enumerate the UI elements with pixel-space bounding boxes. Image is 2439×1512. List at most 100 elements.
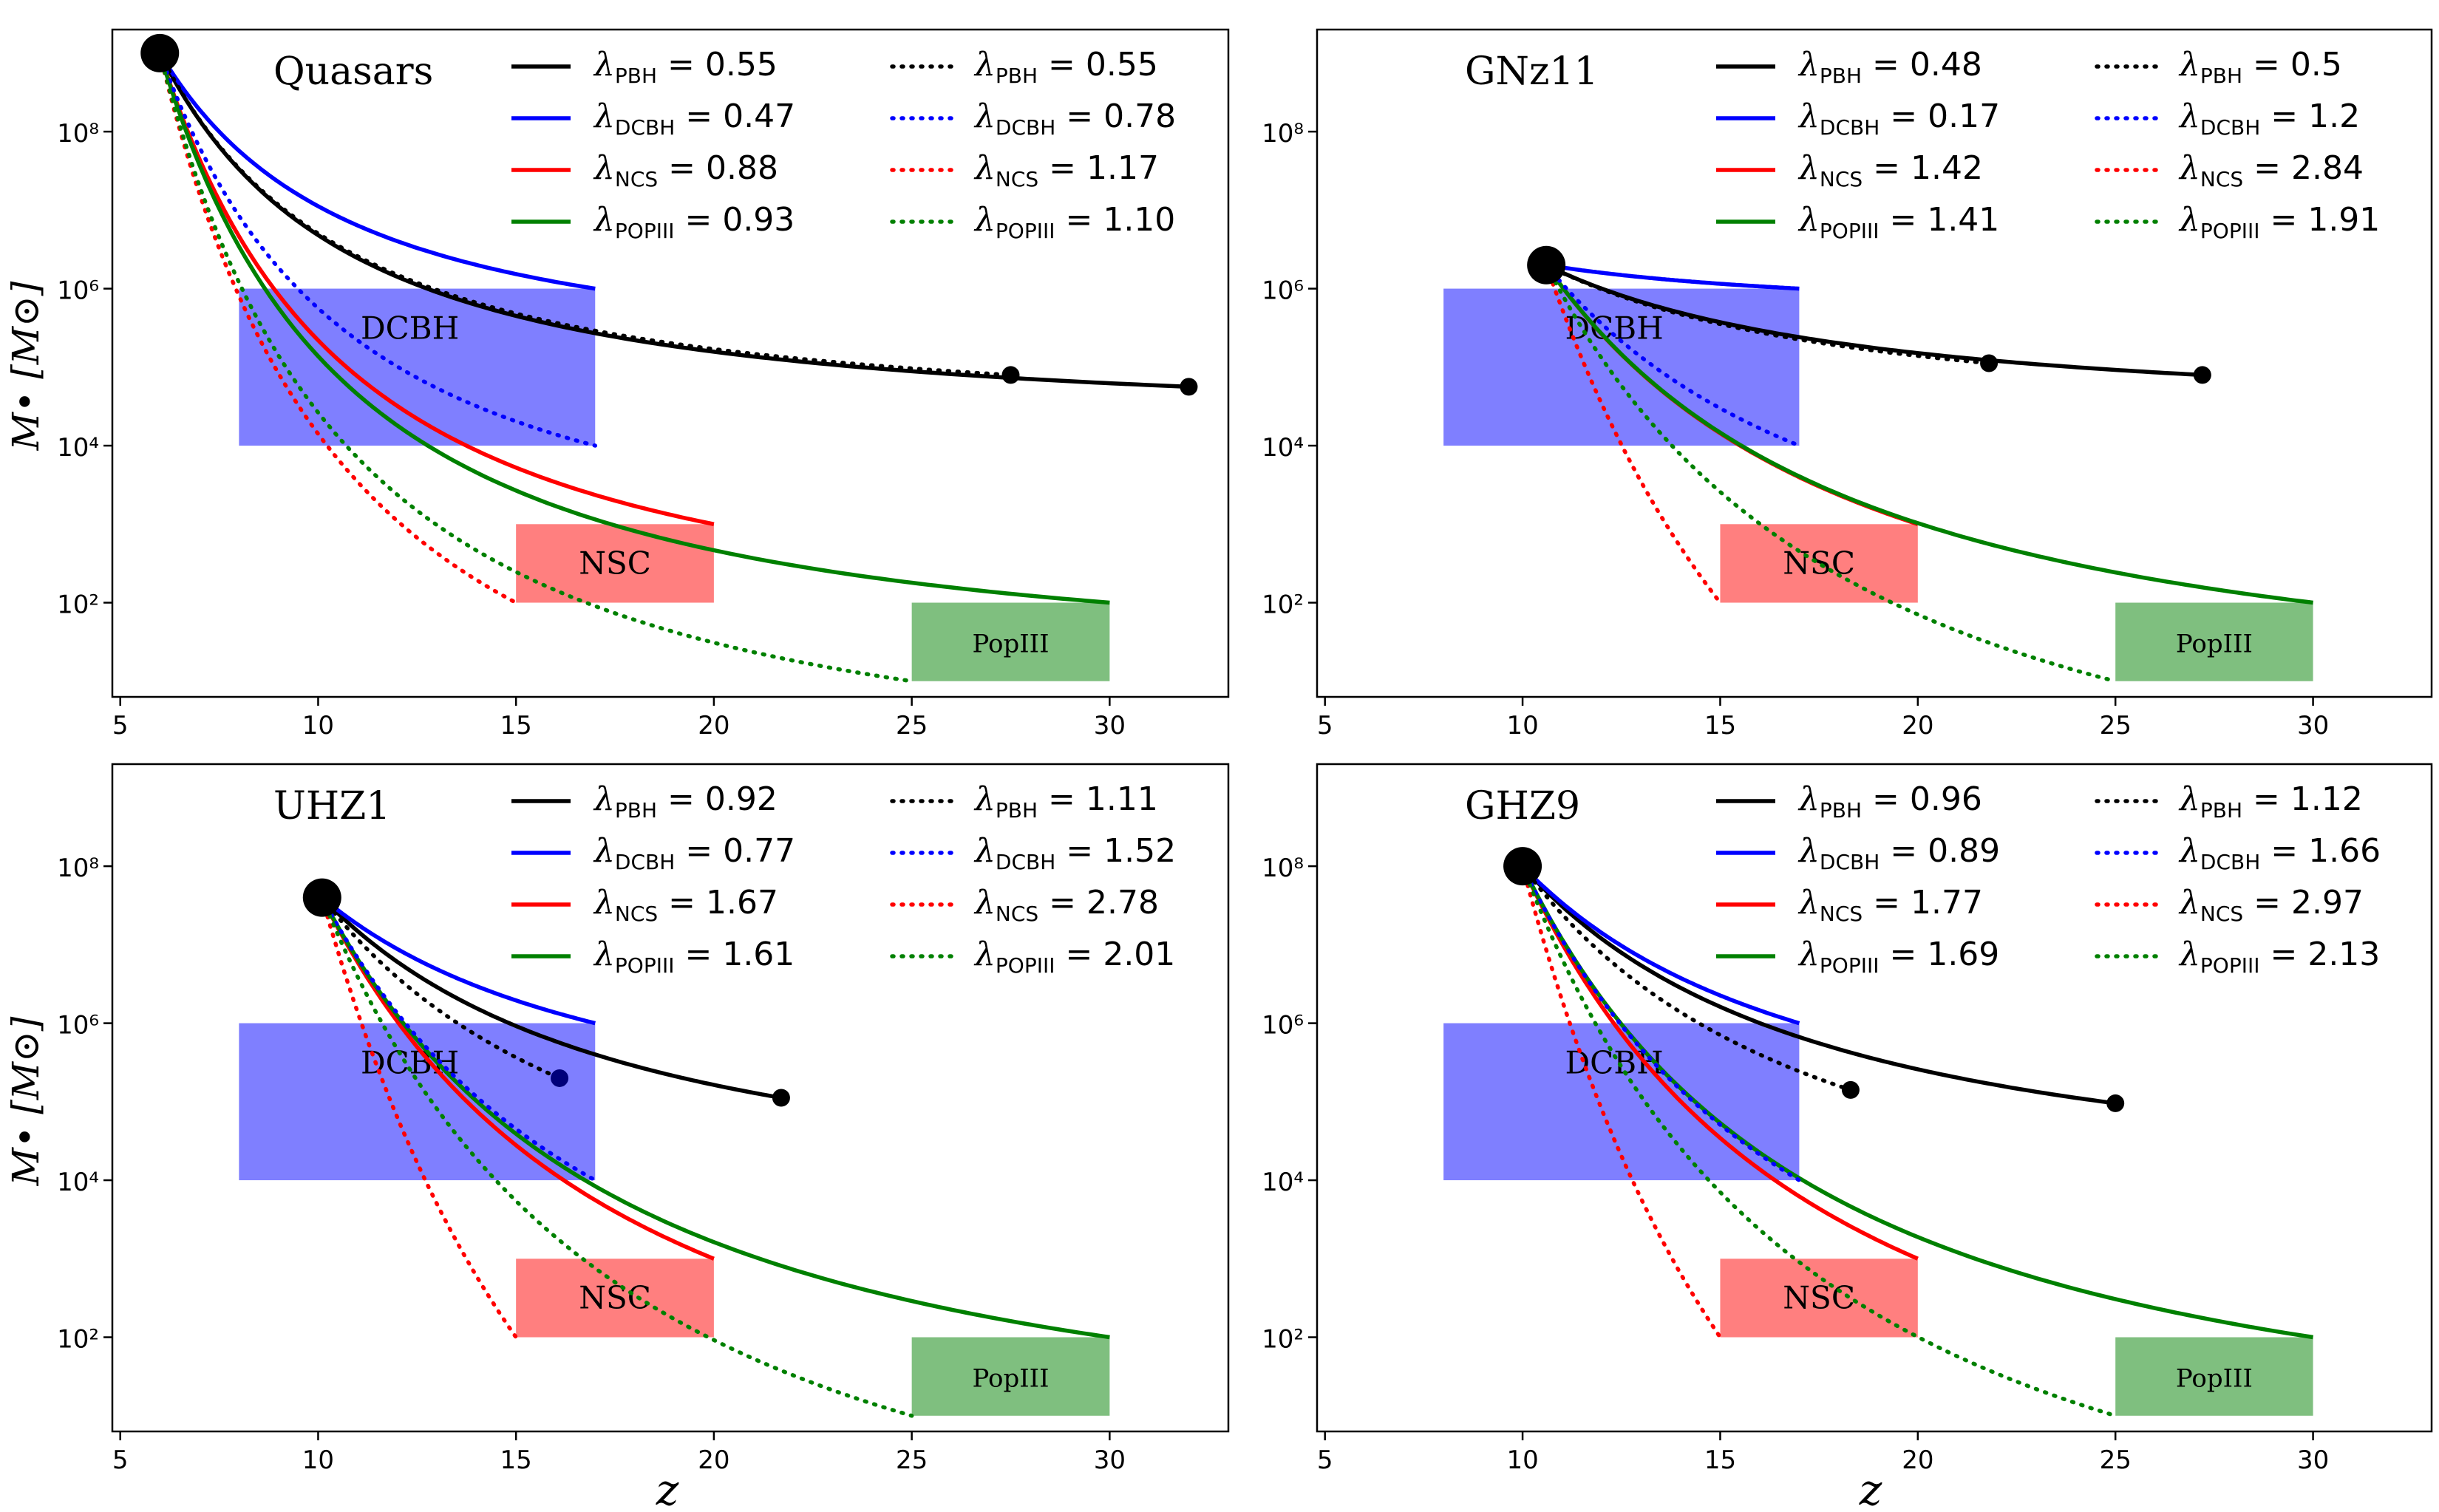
- curve-ncs-solid: [320, 896, 715, 1261]
- endpoint-marker: [1841, 1080, 1860, 1099]
- legend-label-dcbh-dotted: λDCBH = 1.66: [2178, 832, 2381, 874]
- endpoint-marker: [2193, 366, 2211, 384]
- x-tick-label: 5: [112, 1445, 129, 1475]
- y-tick-label: 10⁸: [1262, 119, 1304, 149]
- y-tick-label: 10⁴: [57, 1168, 99, 1197]
- panel-quasars: DCBH NSC PopIII 5 10 15 20 25 30 10² 10⁴ 10⁶ 10⁸ Quas…: [57, 28, 1230, 740]
- legend-label-dcbh-dotted: λDCBH = 1.52: [973, 832, 1176, 874]
- legend-label-dcbh-solid: λDCBH = 0.47: [593, 98, 795, 140]
- seed-box-popiii: [911, 1337, 1110, 1416]
- y-tick-label: 10⁶: [57, 276, 99, 306]
- seed-box-popiii: [911, 602, 1110, 681]
- panel-title: GHZ9: [1465, 784, 1580, 828]
- x-tick-label: 15: [1704, 711, 1736, 740]
- y-tick-label: 10⁸: [1262, 854, 1304, 883]
- endpoint-marker: [551, 1069, 569, 1087]
- legend-label-popiii-solid: λPOPIII = 1.61: [593, 936, 795, 978]
- curve-dcbh-dotted: [157, 51, 598, 448]
- seed-box-label-nsc: NSC: [1783, 1279, 1855, 1315]
- seed-box-popiii: [2115, 1337, 2313, 1416]
- x-tick-label: 5: [112, 711, 129, 740]
- y-tick-label: 10⁶: [57, 1011, 99, 1041]
- seed-box-label-popiii: PopIII: [2176, 630, 2253, 659]
- y-tick-label: 10²: [1262, 590, 1304, 620]
- x-tick-label: 5: [1317, 1445, 1333, 1475]
- x-tick-label: 20: [1902, 711, 1933, 740]
- curve-dcbh-solid: [1521, 865, 1800, 1026]
- curve-dcbh-solid: [321, 896, 596, 1026]
- y-tick-label: 10⁶: [1262, 276, 1304, 306]
- endpoint-marker: [1980, 354, 1999, 372]
- observed-bh-marker: [1503, 847, 1542, 886]
- panel-gnz11: DCBH NSC PopIII 5 10 15 20 25 30 10² 10⁴ 10⁶ 10⁸ GNz1…: [1262, 28, 2433, 740]
- curve-ncs-solid: [1520, 865, 1919, 1261]
- legend-label-popiii-dotted: λPOPIII = 2.13: [2178, 936, 2380, 978]
- seed-box-label-popiii: PopIII: [972, 630, 1049, 659]
- y-tick-label: 10²: [57, 590, 99, 620]
- curve-popiii-dotted: [157, 51, 914, 684]
- x-tick-label: 20: [698, 1445, 729, 1475]
- seed-box-popiii: [2115, 602, 2313, 681]
- panel-title: Quasars: [273, 50, 433, 94]
- x-axis-label-left: z: [656, 1465, 679, 1512]
- x-tick-label: 30: [1094, 1445, 1126, 1475]
- x-tick-label: 25: [896, 1445, 928, 1475]
- legend-label-pbh-dotted: λPBH = 1.12: [2178, 780, 2363, 823]
- legend-label-ncs-solid: λNCS = 1.42: [1797, 149, 1983, 191]
- legend-label-dcbh-solid: λDCBH = 0.89: [1797, 832, 2000, 874]
- seed-box-nsc: [516, 524, 714, 603]
- x-tick-label: 5: [1317, 711, 1333, 740]
- curve-popiii-solid: [157, 52, 1110, 605]
- legend-label-ncs-dotted: λNCS = 2.97: [2178, 884, 2364, 926]
- x-tick-label: 15: [1704, 1445, 1736, 1475]
- curve-pbh-solid: [1521, 865, 2116, 1106]
- seed-box-nsc: [1720, 524, 1918, 603]
- seed-box-nsc: [1720, 1259, 1918, 1338]
- axes-frame: [1316, 763, 2433, 1433]
- seed-box-label-dcbh: DCBH: [1565, 310, 1663, 347]
- legend-label-ncs-solid: λNCS = 0.88: [593, 149, 778, 191]
- y-tick-label: 10⁴: [1262, 433, 1304, 463]
- y-tick-label: 10⁸: [57, 854, 99, 883]
- y-axis-label-top: M• [M⊙]: [4, 281, 47, 451]
- axes-frame: [111, 28, 1230, 698]
- seed-box-label-nsc: NSC: [579, 545, 651, 581]
- legend-label-dcbh-solid: λDCBH = 0.17: [1797, 98, 2000, 140]
- curve-dcbh-dotted: [1520, 864, 1802, 1182]
- legend-label-pbh-solid: λPBH = 0.92: [593, 780, 778, 823]
- seed-box-label-popiii: PopIII: [2176, 1364, 2253, 1394]
- panel-title: UHZ1: [273, 784, 390, 828]
- x-tick-label: 30: [2297, 1445, 2329, 1475]
- panel-title: GNz11: [1465, 50, 1599, 94]
- x-tick-label: 10: [302, 711, 334, 740]
- legend-label-pbh-dotted: λPBH = 1.11: [973, 780, 1158, 823]
- x-tick-label: 30: [1094, 711, 1126, 740]
- x-tick-label: 25: [896, 711, 928, 740]
- endpoint-marker: [772, 1089, 790, 1107]
- legend-label-dcbh-solid: λDCBH = 0.77: [593, 832, 795, 874]
- curve-popiii-dotted: [320, 895, 914, 1418]
- legend-label-ncs-dotted: λNCS = 1.17: [973, 149, 1159, 191]
- seed-box-label-popiii: PopIII: [972, 1364, 1049, 1394]
- curve-dcbh-dotted: [320, 895, 598, 1182]
- y-tick-label: 10²: [1262, 1325, 1304, 1355]
- panels: DCBH NSC PopIII 5 10 15 20 25 30 10² 10⁴ 10⁶ 10⁸ Quas…: [57, 28, 2433, 1475]
- y-tick-label: 10⁴: [1262, 1168, 1304, 1197]
- curve-popiii-solid: [320, 896, 1110, 1340]
- legend-label-ncs-dotted: λNCS = 2.78: [973, 884, 1159, 926]
- curve-pbh-dotted: [1520, 864, 1853, 1092]
- observed-bh-marker: [1527, 245, 1566, 285]
- curve-pbh-dotted: [1544, 262, 1991, 366]
- x-tick-label: 30: [2297, 711, 2329, 740]
- curve-pbh-dotted: [320, 895, 562, 1080]
- observed-bh-marker: [302, 878, 341, 917]
- legend-label-popiii-dotted: λPOPIII = 1.10: [973, 201, 1175, 243]
- y-tick-label: 10⁶: [1262, 1011, 1304, 1041]
- legend-label-popiii-dotted: λPOPIII = 2.01: [973, 936, 1175, 978]
- legend-label-ncs-dotted: λNCS = 2.84: [2178, 149, 2364, 191]
